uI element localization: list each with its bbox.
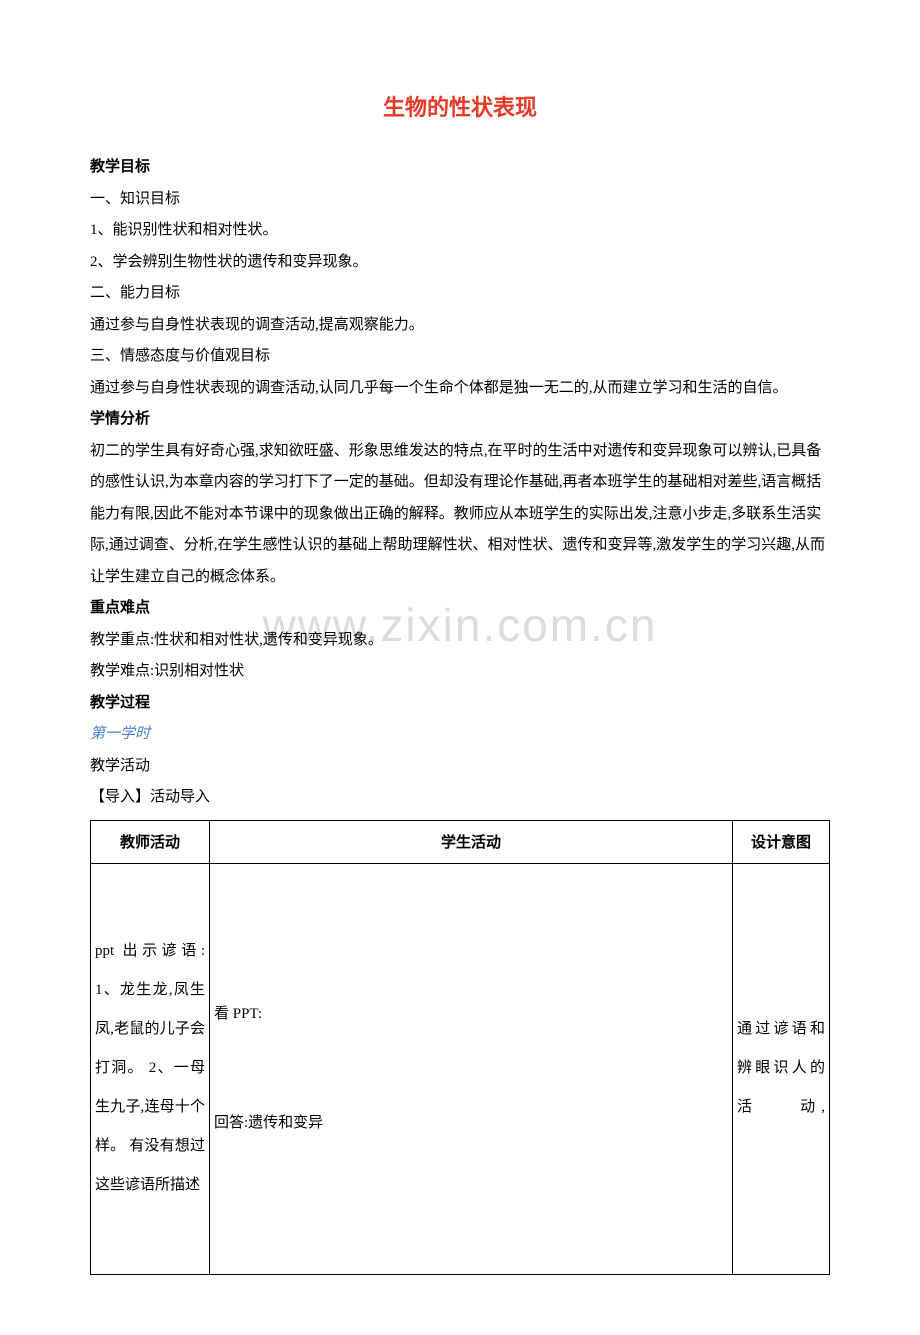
table-row: ppt 出示谚语: 1、龙生龙,凤生凤,老鼠的儿子会打洞。 2、一母生九子,连母… — [91, 863, 830, 1274]
attitude-goal-item: 通过参与自身性状表现的调查活动,认同几乎每一个生命个体都是独一无二的,从而建立学… — [90, 373, 830, 405]
ability-goal-item: 通过参与自身性状表现的调查活动,提高观察能力。 — [90, 310, 830, 342]
goals-heading: 教学目标 — [90, 152, 830, 184]
student-line: 看 PPT: — [214, 995, 728, 1034]
design-intent-cell: 通过谚语和辨眼识人的活 动, — [733, 863, 830, 1274]
header-intent: 设计意图 — [733, 820, 830, 863]
activity-heading: 教学活动 — [90, 751, 830, 783]
knowledge-goal-item: 1、能识别性状和相对性状。 — [90, 215, 830, 247]
knowledge-goal-heading: 一、知识目标 — [90, 184, 830, 216]
keypoint-focus: 教学重点:性状和相对性状,遗传和变异现象。 — [90, 625, 830, 657]
keypoint-difficulty: 教学难点:识别相对性状 — [90, 656, 830, 688]
teacher-activity-cell: ppt 出示谚语: 1、龙生龙,凤生凤,老鼠的儿子会打洞。 2、一母生九子,连母… — [91, 863, 210, 1274]
analysis-heading: 学情分析 — [90, 404, 830, 436]
period-label: 第一学时 — [90, 719, 830, 751]
document-title: 生物的性状表现 — [90, 90, 830, 122]
student-line: 回答:遗传和变异 — [214, 1104, 728, 1143]
header-teacher: 教师活动 — [91, 820, 210, 863]
attitude-goal-heading: 三、情感态度与价值观目标 — [90, 341, 830, 373]
document-body: 生物的性状表现 教学目标 一、知识目标 1、能识别性状和相对性状。 2、学会辨别… — [90, 90, 830, 1275]
table-header-row: 教师活动 学生活动 设计意图 — [91, 820, 830, 863]
ability-goal-heading: 二、能力目标 — [90, 278, 830, 310]
knowledge-goal-item: 2、学会辨别生物性状的遗传和变异现象。 — [90, 247, 830, 279]
analysis-body: 初二的学生具有好奇心强,求知欲旺盛、形象思维发达的特点,在平时的生活中对遗传和变… — [90, 436, 830, 594]
process-heading: 教学过程 — [90, 688, 830, 720]
activity-table: 教师活动 学生活动 设计意图 ppt 出示谚语: 1、龙生龙,凤生凤,老鼠的儿子… — [90, 820, 830, 1275]
spacer — [214, 1034, 728, 1104]
intro-label: 【导入】活动导入 — [90, 782, 830, 814]
keypoints-heading: 重点难点 — [90, 593, 830, 625]
header-student: 学生活动 — [210, 820, 733, 863]
student-activity-cell: 看 PPT: 回答:遗传和变异 — [210, 863, 733, 1274]
